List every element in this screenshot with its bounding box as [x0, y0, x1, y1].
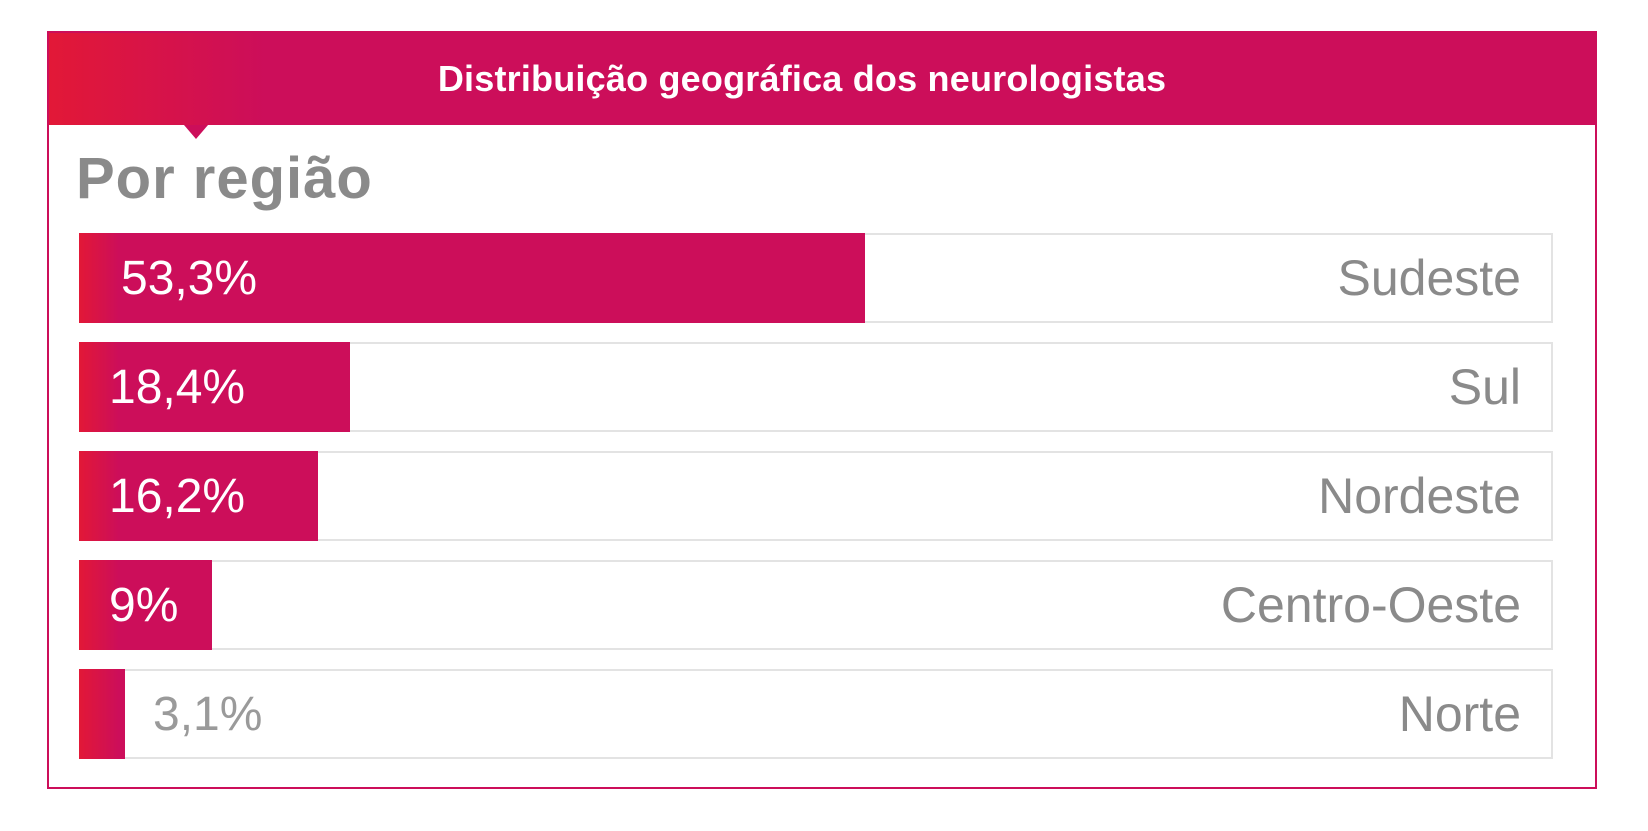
bar-value-label: 3,1%: [153, 687, 263, 741]
bar-value-label: 18,4%: [109, 360, 246, 414]
bar-category-label: Sul: [1448, 359, 1521, 415]
bar-row: 16,2% Nordeste: [79, 451, 1553, 541]
bar-category-label: Sudeste: [1337, 250, 1521, 306]
bar-row: 9% Centro-Oeste: [79, 560, 1553, 650]
bar-list: 53,3% Sudeste 18,4% Sul 16,2% Nordeste 9% Centr…: [79, 233, 1553, 778]
bar-fill: [79, 669, 125, 759]
bar-row: 18,4% Sul: [79, 342, 1553, 432]
bar-value-label: 53,3%: [121, 251, 258, 305]
chart-card: Distribuição geográfica dos neurologista…: [47, 31, 1597, 789]
bar-row: 3,1% Norte: [79, 669, 1553, 759]
chart-title: Distribuição geográfica dos neurologista…: [437, 58, 1167, 99]
bar-fill: [79, 451, 318, 541]
bar-fill: [79, 233, 865, 323]
chart-subtitle: Por região: [76, 146, 373, 211]
bar-value-label: 16,2%: [109, 469, 246, 523]
bar-category-label: Centro-Oeste: [1220, 577, 1521, 633]
bar-fill: [79, 560, 212, 650]
chart-header: Distribuição geográfica dos neurologista…: [49, 33, 1595, 125]
header-pointer-icon: [184, 125, 208, 139]
bar-category-label: Norte: [1398, 686, 1521, 742]
bar-row: 53,3% Sudeste: [79, 233, 1553, 323]
bar-value-label: 9%: [109, 578, 179, 632]
bar-category-label: Nordeste: [1318, 468, 1521, 524]
bar-fill: [79, 342, 350, 432]
